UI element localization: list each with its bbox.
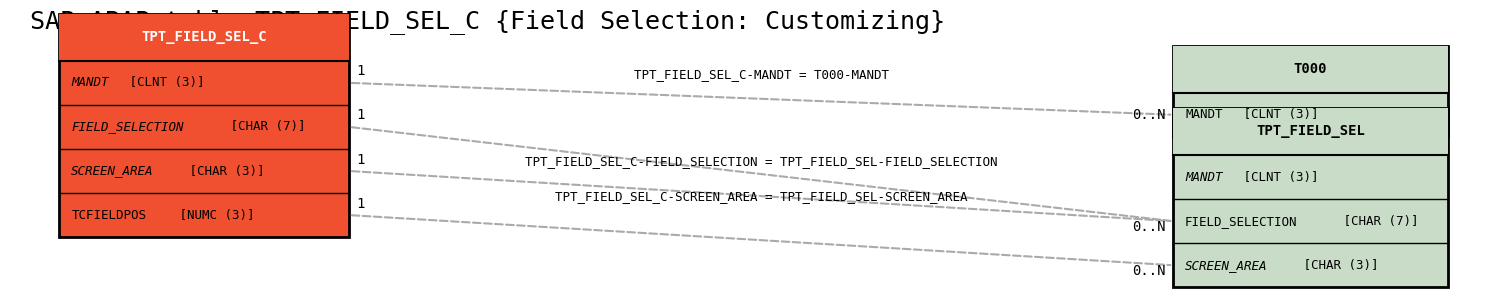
- Text: TPT_FIELD_SEL_C-SCREEN_AREA = TPT_FIELD_SEL-SCREEN_AREA: TPT_FIELD_SEL_C-SCREEN_AREA = TPT_FIELD_…: [555, 190, 967, 202]
- Text: [CLNT (3)]: [CLNT (3)]: [1236, 171, 1319, 184]
- Text: 1: 1: [356, 197, 365, 212]
- Text: TPT_FIELD_SEL_C-MANDT = T000-MANDT: TPT_FIELD_SEL_C-MANDT = T000-MANDT: [634, 68, 888, 81]
- Text: TPT_FIELD_SEL_C: TPT_FIELD_SEL_C: [141, 30, 267, 44]
- Text: MANDT: MANDT: [1185, 171, 1222, 184]
- Text: 0..N: 0..N: [1132, 220, 1166, 234]
- Polygon shape: [1173, 108, 1448, 155]
- Text: TCFIELDPOS: TCFIELDPOS: [71, 209, 147, 222]
- Text: MANDT: MANDT: [71, 76, 108, 89]
- Text: 0..N: 0..N: [1132, 264, 1166, 278]
- Text: [CLNT (3)]: [CLNT (3)]: [122, 76, 205, 89]
- Text: [CHAR (7)]: [CHAR (7)]: [223, 120, 306, 133]
- FancyBboxPatch shape: [1173, 46, 1448, 137]
- FancyBboxPatch shape: [1173, 108, 1448, 287]
- Text: MANDT: MANDT: [1185, 108, 1222, 121]
- Text: SCREEN_AREA: SCREEN_AREA: [1185, 259, 1268, 272]
- Text: [CHAR (3)]: [CHAR (3)]: [1296, 259, 1378, 272]
- Text: [CHAR (7)]: [CHAR (7)]: [1336, 215, 1420, 228]
- Text: 1: 1: [356, 108, 365, 122]
- Text: [CLNT (3)]: [CLNT (3)]: [1236, 108, 1319, 121]
- Text: T000: T000: [1293, 62, 1328, 76]
- Text: 1: 1: [356, 153, 365, 168]
- Text: TPT_FIELD_SEL: TPT_FIELD_SEL: [1256, 124, 1365, 139]
- Polygon shape: [59, 14, 349, 61]
- Text: FIELD_SELECTION: FIELD_SELECTION: [1185, 215, 1298, 228]
- Text: FIELD_SELECTION: FIELD_SELECTION: [71, 120, 184, 133]
- Text: TPT_FIELD_SEL_C-FIELD_SELECTION = TPT_FIELD_SEL-FIELD_SELECTION: TPT_FIELD_SEL_C-FIELD_SELECTION = TPT_FI…: [524, 155, 998, 168]
- Text: 1: 1: [356, 64, 365, 78]
- Text: [NUMC (3)]: [NUMC (3)]: [172, 209, 255, 222]
- Text: SAP ABAP table TPT_FIELD_SEL_C {Field Selection: Customizing}: SAP ABAP table TPT_FIELD_SEL_C {Field Se…: [30, 9, 944, 34]
- Text: SCREEN_AREA: SCREEN_AREA: [71, 164, 154, 178]
- FancyBboxPatch shape: [59, 14, 349, 237]
- Polygon shape: [1173, 46, 1448, 93]
- Text: 0..N: 0..N: [1132, 108, 1166, 122]
- Text: [CHAR (3)]: [CHAR (3)]: [183, 164, 264, 178]
